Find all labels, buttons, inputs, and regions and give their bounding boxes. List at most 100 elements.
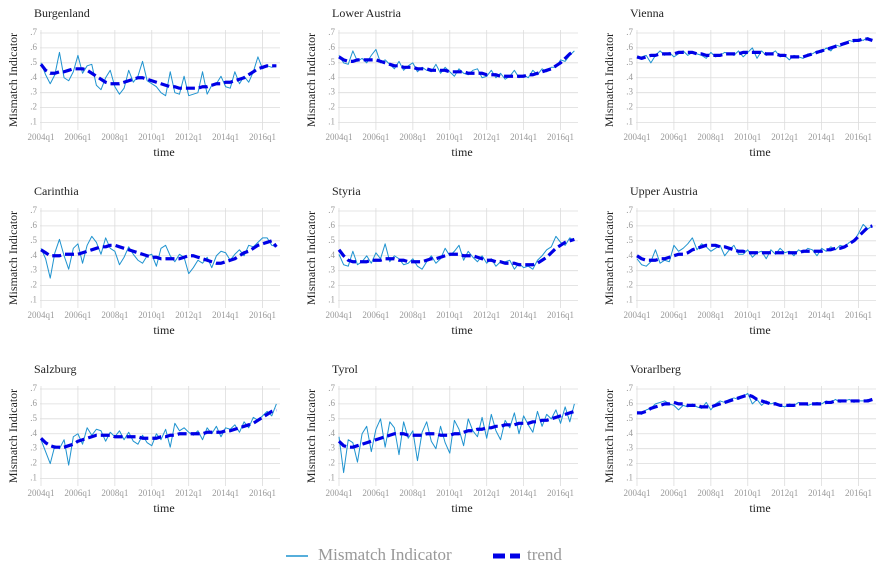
panel: Tyrol Mismatch Indicator time .1 .2 .3 .4 .5 .6.… (304, 362, 578, 515)
y-tick-label: .4 (328, 428, 335, 438)
y-tick-label: .7 (30, 27, 37, 37)
x-tick-label: 2004q1 (624, 310, 651, 320)
x-tick-label: 2008q1 (399, 310, 426, 320)
y-tick-label: .7 (30, 205, 37, 215)
series-line (337, 409, 575, 449)
y-tick-label: .2 (30, 280, 37, 290)
y-tick-label: .1 (626, 117, 633, 127)
x-tick-label: 2014q1 (510, 488, 537, 498)
y-tick-label: .4 (328, 250, 335, 260)
x-tick-label: 2014q1 (212, 488, 239, 498)
y-tick-label: .3 (30, 265, 37, 275)
y-tick-label: .1 (328, 117, 335, 127)
series-line (338, 48, 575, 80)
panel-title: Upper Austria (630, 184, 698, 198)
y-tick-label: .5 (626, 235, 633, 245)
y-tick-label: .7 (328, 27, 335, 37)
panel: Vorarlberg Mismatch Indicator time .1 .2 .3 .4… (602, 362, 876, 515)
y-tick-label: .5 (626, 413, 633, 423)
y-tick-label: .7 (30, 383, 37, 393)
series-line (338, 235, 575, 270)
x-tick-label: 2016q1 (249, 310, 276, 320)
x-tick-label: 2008q1 (101, 132, 128, 142)
series-line (637, 393, 873, 415)
y-axis-title: Mismatch Indicator (602, 211, 616, 305)
x-tick-label: 2010q1 (734, 310, 761, 320)
x-tick-label: 2010q1 (734, 132, 761, 142)
x-tick-label: 2016q1 (249, 132, 276, 142)
y-tick-label: .1 (626, 295, 633, 305)
x-tick-label: 2010q1 (138, 310, 165, 320)
x-tick-label: 2014q1 (212, 132, 239, 142)
x-tick-label: 2006q1 (64, 488, 91, 498)
x-tick-label: 2010q1 (734, 488, 761, 498)
legend-label: trend (527, 545, 562, 564)
y-tick-label: .3 (328, 87, 335, 97)
x-tick-label: 2006q1 (660, 132, 687, 142)
y-tick-label: .4 (30, 428, 37, 438)
y-tick-label: .5 (328, 413, 335, 423)
y-tick-label: .2 (328, 458, 335, 468)
series-line (39, 408, 277, 449)
y-tick-label: .2 (626, 458, 633, 468)
x-tick-label: 2004q1 (28, 488, 55, 498)
x-tick-label: 2006q1 (64, 132, 91, 142)
series-line (636, 224, 873, 262)
x-tick-label: 2010q1 (138, 132, 165, 142)
x-tick-label: 2012q1 (473, 488, 500, 498)
y-tick-label: .3 (328, 265, 335, 275)
x-tick-label: 2006q1 (660, 310, 687, 320)
panel: Styria Mismatch Indicator time .1 .2 .3 .4 .5 .6… (304, 184, 578, 337)
x-tick-label: 2008q1 (399, 488, 426, 498)
x-tick-label: 2010q1 (436, 488, 463, 498)
y-tick-label: .2 (626, 280, 633, 290)
x-tick-label: 2010q1 (138, 488, 165, 498)
panel: Upper Austria Mismatch Indicator time .1 .2.… (602, 184, 876, 337)
y-tick-label: .3 (328, 443, 335, 453)
y-tick-label: .5 (328, 235, 335, 245)
y-tick-label: .6 (30, 398, 37, 408)
y-axis-title: Mismatch Indicator (602, 389, 616, 483)
x-tick-label: 2004q1 (624, 132, 651, 142)
y-axis-title: Mismatch Indicator (6, 389, 20, 483)
x-tick-label: 2006q1 (660, 488, 687, 498)
x-axis-title: time (451, 501, 472, 515)
x-tick-label: 2004q1 (326, 132, 353, 142)
x-tick-label: 2016q1 (547, 488, 574, 498)
y-tick-label: .6 (626, 42, 633, 52)
x-tick-label: 2012q1 (175, 488, 202, 498)
y-tick-label: .6 (626, 398, 633, 408)
y-tick-label: .6 (30, 42, 37, 52)
y-tick-label: .6 (626, 220, 633, 230)
series-line (636, 37, 873, 60)
x-tick-label: 2012q1 (175, 132, 202, 142)
y-tick-label: .2 (328, 102, 335, 112)
y-axis-title: Mismatch Indicator (602, 33, 616, 127)
x-tick-label: 2016q1 (547, 132, 574, 142)
panel-title: Vorarlberg (630, 362, 681, 376)
y-tick-label: .1 (30, 295, 37, 305)
y-tick-label: .5 (30, 235, 37, 245)
x-tick-label: 2010q1 (436, 310, 463, 320)
x-tick-label: 2006q1 (362, 310, 389, 320)
x-axis-title: time (451, 323, 472, 337)
y-tick-label: .1 (626, 473, 633, 483)
x-tick-label: 2014q1 (212, 310, 239, 320)
y-tick-label: .3 (626, 265, 633, 275)
x-tick-label: 2008q1 (101, 488, 128, 498)
y-tick-label: .5 (328, 57, 335, 67)
x-tick-label: 2012q1 (473, 310, 500, 320)
y-tick-label: .1 (30, 473, 37, 483)
y-axis-title: Mismatch Indicator (304, 389, 318, 483)
x-tick-label: 2004q1 (28, 310, 55, 320)
series-line (39, 63, 277, 90)
y-axis-title: Mismatch Indicator (304, 33, 318, 127)
panel-title: Salzburg (34, 362, 76, 376)
legend: Mismatch Indicator trend (286, 545, 562, 564)
x-tick-label: 2016q1 (845, 310, 872, 320)
y-tick-label: .5 (30, 57, 37, 67)
series-line (40, 403, 277, 466)
x-tick-label: 2006q1 (64, 310, 91, 320)
panel-title: Vienna (630, 6, 665, 20)
series-line (40, 239, 278, 265)
